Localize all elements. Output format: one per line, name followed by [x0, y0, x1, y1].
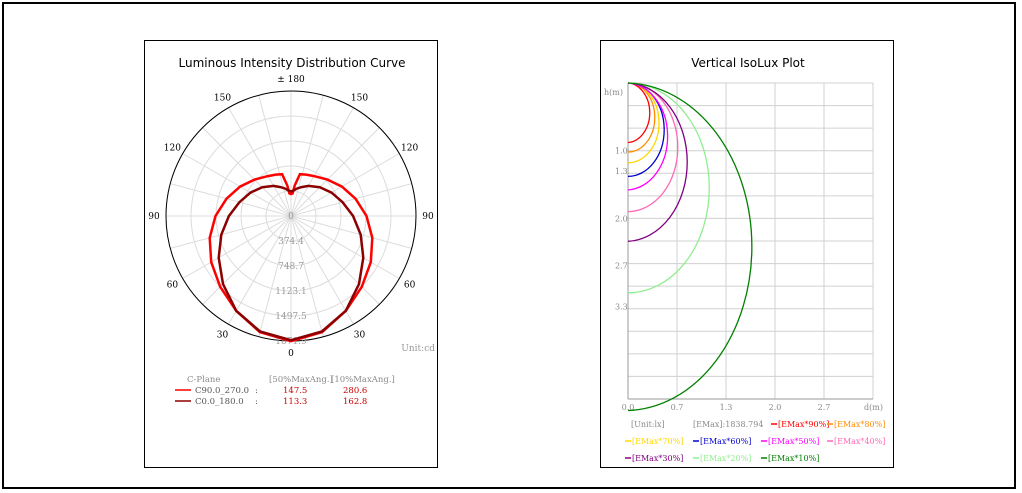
grid-spoke	[290, 127, 380, 217]
radial-label: 748.7	[278, 262, 304, 272]
isolux-curve	[627, 82, 753, 412]
x-tick-label: 2.7	[818, 403, 831, 412]
legend-entry: [EMax*10%]	[768, 454, 819, 463]
grid-spoke	[290, 215, 412, 249]
angle-label: 150	[351, 93, 368, 103]
grid-spoke	[228, 107, 292, 217]
angle-label: 150	[214, 93, 231, 103]
angle-label: 60	[404, 281, 416, 291]
radial-label: 0	[288, 212, 294, 222]
isolux-curve	[627, 82, 651, 144]
radial-label: 1123.1	[275, 287, 307, 297]
y-tick-label: 2.0	[615, 214, 628, 223]
legend-value-10: 280.6	[343, 386, 367, 396]
legend-value-50: 147.5	[283, 386, 307, 396]
legend-name: C0.0_180.0	[195, 397, 244, 407]
table-header-50: [50%MaxAng.]	[269, 375, 333, 385]
legend-entry: [EMax*80%]	[834, 420, 885, 429]
legend-unit: [Unit:lx]	[631, 420, 665, 429]
legend-entry: [EMax*90%]	[778, 420, 829, 429]
grid-spoke	[290, 95, 324, 217]
angle-label: 60	[167, 281, 179, 291]
isolux-curve	[627, 82, 710, 294]
grid-spoke	[290, 215, 380, 305]
grid-spoke	[228, 215, 292, 325]
legend-entry: [EMax*50%]	[768, 437, 819, 446]
grid-spoke	[170, 215, 292, 249]
angle-label: 30	[217, 331, 229, 341]
grid-spoke	[290, 153, 400, 217]
x-tick-label: 0.7	[671, 403, 684, 412]
legend-entry: [EMax*30%]	[632, 454, 683, 463]
legend-value-10: 162.8	[343, 397, 367, 407]
x-tick-label: 2.0	[769, 403, 782, 412]
isolux-curve	[627, 82, 688, 242]
chart-title: Luminous Intensity Distribution Curve	[179, 56, 406, 70]
grid-spoke	[290, 215, 400, 279]
y-tick-label: 1.0	[615, 147, 628, 156]
legend-entry: [EMax*60%]	[700, 437, 751, 446]
grid-spoke	[258, 215, 292, 337]
legend-name: C90.0_270.0	[195, 386, 249, 396]
y-tick-label: 1.3	[615, 167, 628, 176]
unit-label: Unit:cd	[401, 344, 435, 354]
grid-spoke	[290, 183, 412, 217]
table-header-plane: C-Plane	[187, 375, 220, 385]
radial-label: 1497.5	[275, 312, 307, 322]
grid-spoke	[182, 153, 292, 217]
table-header-10: [10%MaxAng.]	[331, 375, 395, 385]
angle-label: 30	[354, 331, 366, 341]
grid-spoke	[290, 215, 324, 337]
x-tick-label: 0.0	[622, 403, 635, 412]
isolux-curve	[627, 82, 669, 191]
isolux-panel: Vertical IsoLux Plot h(m) d(m) 1.0 1.3 2.0 2.7…	[600, 40, 894, 468]
y-tick-label: 2.7	[615, 262, 628, 271]
isolux-chart: Vertical IsoLux Plot h(m) d(m) 1.0 1.3 2.0 2.7…	[604, 56, 885, 463]
grid-spoke	[202, 215, 292, 305]
grid-spoke	[170, 183, 292, 217]
angle-label: 90	[422, 212, 434, 222]
angle-label: 120	[164, 144, 181, 154]
legend-emax: [EMax]:1838.794	[693, 420, 763, 429]
grid-spoke	[258, 95, 292, 217]
radial-label: 374.4	[278, 237, 304, 247]
polar-chart: Luminous Intensity Distribution Curve ± 1…	[148, 56, 435, 407]
legend-entry: [EMax*70%]	[632, 437, 683, 446]
legend-entry: [EMax*40%]	[834, 437, 885, 446]
intensity-curve	[208, 172, 374, 343]
grid-spoke	[290, 215, 354, 325]
intensity-curve-panel: Luminous Intensity Distribution Curve ± 1…	[144, 40, 438, 468]
x-tick-label: 1.3	[720, 403, 733, 412]
legend-sep: :	[255, 397, 258, 407]
grid-spoke	[202, 127, 292, 217]
legend-sep: :	[255, 386, 258, 396]
y-axis-label: h(m)	[604, 88, 623, 97]
intensity-curve	[217, 184, 365, 342]
y-tick-label: 3.3	[615, 302, 628, 311]
angle-label: ± 180	[277, 75, 305, 85]
grid-spoke	[290, 107, 354, 217]
grid-spoke	[182, 215, 292, 279]
legend-entry: [EMax*20%]	[700, 454, 751, 463]
chart-title: Vertical IsoLux Plot	[691, 56, 805, 70]
x-axis-label: d(m)	[864, 403, 883, 412]
angle-label: 0	[288, 349, 294, 359]
legend-value-50: 113.3	[283, 397, 307, 407]
angle-label: 90	[148, 212, 160, 222]
angle-label: 120	[401, 144, 418, 154]
